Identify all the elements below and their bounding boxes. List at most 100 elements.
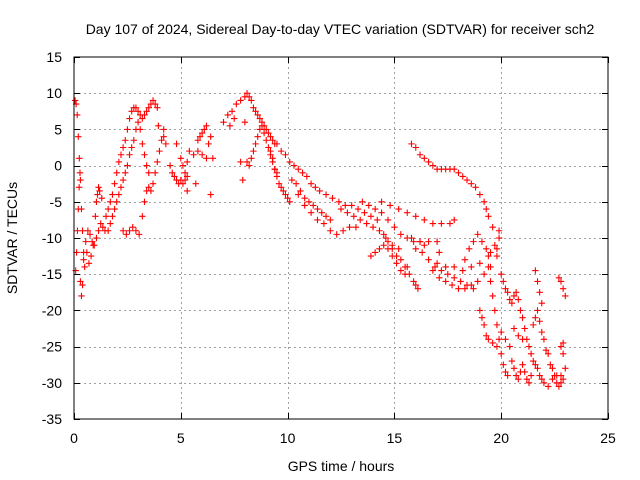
data-point bbox=[314, 205, 321, 213]
data-point bbox=[538, 299, 545, 307]
data-point bbox=[380, 242, 387, 249]
data-point bbox=[527, 372, 535, 379]
data-point bbox=[237, 158, 244, 166]
data-point bbox=[299, 169, 306, 177]
data-point bbox=[421, 242, 428, 249]
data-point bbox=[162, 140, 170, 148]
data-point bbox=[371, 249, 379, 256]
data-point bbox=[139, 115, 146, 122]
data-point bbox=[459, 267, 466, 274]
data-point bbox=[451, 263, 458, 271]
data-point bbox=[510, 325, 518, 332]
data-point bbox=[149, 97, 157, 104]
data-point bbox=[203, 155, 210, 162]
data-point bbox=[478, 314, 486, 321]
data-point bbox=[241, 118, 249, 126]
data-point bbox=[318, 209, 325, 216]
data-point bbox=[485, 252, 492, 260]
data-point bbox=[442, 278, 449, 285]
data-point bbox=[489, 339, 496, 347]
chart-title: Day 107 of 2024, Sidereal Day-to-day VTE… bbox=[86, 21, 595, 37]
data-point bbox=[190, 151, 197, 158]
data-point bbox=[77, 278, 84, 285]
data-point bbox=[312, 184, 319, 191]
data-point bbox=[500, 361, 507, 368]
data-point bbox=[316, 187, 323, 195]
data-point bbox=[459, 173, 466, 180]
data-point bbox=[485, 336, 492, 343]
data-point bbox=[113, 198, 120, 205]
data-point bbox=[94, 191, 101, 198]
data-point bbox=[421, 155, 428, 162]
data-point bbox=[468, 263, 475, 271]
data-point bbox=[141, 198, 148, 205]
data-point bbox=[504, 289, 511, 296]
data-point bbox=[480, 321, 488, 329]
data-point bbox=[160, 133, 167, 140]
data-point bbox=[271, 166, 278, 173]
data-point bbox=[493, 321, 501, 329]
data-point bbox=[76, 169, 84, 177]
data-point bbox=[126, 115, 133, 122]
data-point bbox=[515, 332, 522, 339]
data-point bbox=[549, 365, 556, 372]
data-point bbox=[301, 202, 308, 209]
data-point bbox=[205, 140, 212, 148]
data-point bbox=[544, 383, 552, 390]
data-point bbox=[359, 198, 366, 205]
data-point bbox=[489, 292, 496, 300]
data-point bbox=[446, 220, 454, 227]
data-point bbox=[301, 194, 308, 202]
data-point bbox=[265, 144, 272, 151]
data-point bbox=[139, 213, 146, 220]
data-point bbox=[254, 133, 261, 140]
data-point bbox=[502, 285, 509, 292]
data-point bbox=[75, 133, 82, 140]
data-point bbox=[357, 216, 364, 224]
data-point bbox=[322, 191, 330, 198]
data-point bbox=[145, 184, 152, 191]
data-point bbox=[201, 126, 208, 133]
data-point bbox=[194, 137, 202, 144]
data-point bbox=[135, 231, 143, 238]
data-point bbox=[378, 198, 385, 205]
data-point bbox=[493, 343, 501, 350]
data-point bbox=[117, 151, 125, 158]
data-point bbox=[269, 155, 276, 162]
y-tick-label: -25 bbox=[42, 339, 62, 355]
data-point bbox=[119, 227, 127, 234]
data-point bbox=[243, 90, 251, 97]
data-point bbox=[243, 158, 251, 166]
data-point bbox=[284, 194, 291, 202]
data-point bbox=[81, 263, 88, 271]
data-point bbox=[104, 227, 112, 234]
data-point bbox=[483, 205, 490, 213]
data-point bbox=[98, 194, 105, 202]
data-point bbox=[84, 227, 92, 234]
data-point bbox=[536, 318, 543, 325]
y-tick-label: -35 bbox=[42, 411, 62, 427]
data-point bbox=[382, 234, 390, 242]
data-point bbox=[282, 151, 289, 158]
data-point bbox=[414, 285, 422, 292]
x-tick-label: 20 bbox=[493, 430, 509, 446]
data-point bbox=[93, 234, 100, 242]
data-point bbox=[333, 231, 340, 238]
data-point bbox=[493, 245, 501, 253]
data-point bbox=[339, 227, 347, 234]
data-point bbox=[395, 245, 402, 253]
data-point bbox=[410, 278, 417, 285]
data-point bbox=[245, 162, 253, 169]
data-point bbox=[122, 169, 129, 177]
data-point bbox=[502, 336, 509, 343]
data-point bbox=[480, 198, 488, 205]
data-point bbox=[559, 339, 567, 347]
data-point bbox=[198, 129, 206, 137]
data-point bbox=[245, 93, 253, 101]
data-point bbox=[267, 133, 274, 140]
data-point bbox=[177, 155, 184, 162]
data-point bbox=[557, 372, 565, 379]
data-point bbox=[128, 144, 135, 151]
data-point bbox=[132, 104, 140, 111]
data-point bbox=[93, 198, 100, 205]
